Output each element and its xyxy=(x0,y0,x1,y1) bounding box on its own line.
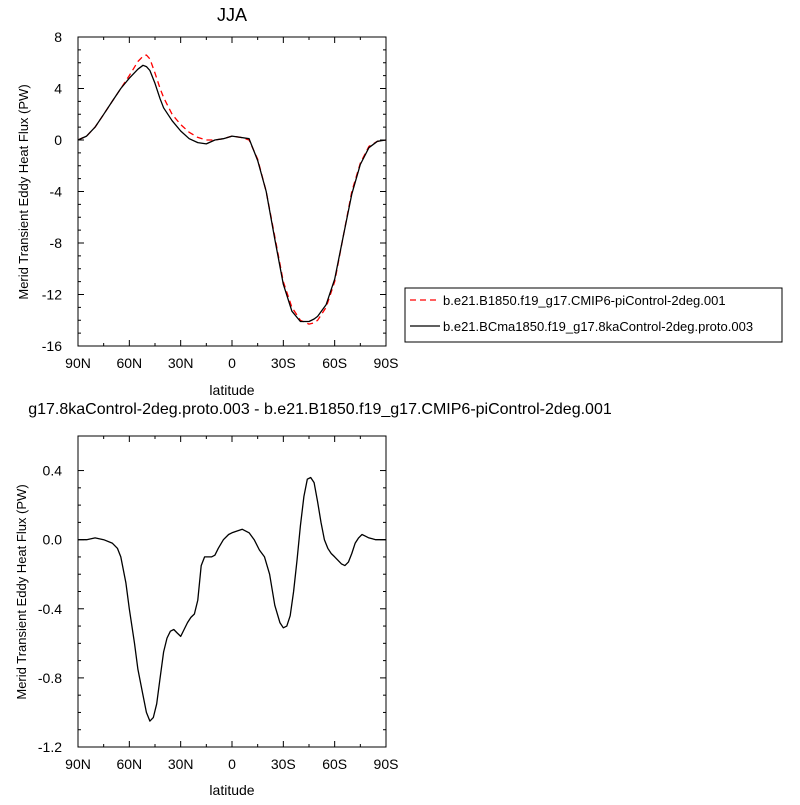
series-line-1 xyxy=(78,476,386,722)
legend-box xyxy=(404,287,783,343)
plot-frame xyxy=(77,435,387,748)
y-axis-label: Merid Transient Eddy Heat Flux (PW) xyxy=(14,484,29,699)
y-tick-label: -4 xyxy=(50,184,63,200)
y-tick-label: -1.2 xyxy=(38,739,62,755)
tick-group: 90N 60N 30N 0 30S 60S 90S 8 4 0 -4 -8 -12 -16 xyxy=(42,29,399,371)
x-tick-label: 60N xyxy=(116,756,142,772)
panel-top: JJA 90N 60N 30N 0 30S 60S 90S 8 4 0 -4 -8 -12 -16 lat… xyxy=(16,5,783,398)
y-axis-label: Merid Transient Eddy Heat Flux (PW) xyxy=(16,84,31,299)
y-tick-label: 8 xyxy=(54,29,62,45)
x-tick-label: 0 xyxy=(228,355,236,371)
x-tick-label: 30N xyxy=(168,756,194,772)
series-group xyxy=(77,54,387,325)
x-axis-label: latitude xyxy=(209,782,254,798)
x-tick-label: 90S xyxy=(374,355,399,371)
series-group xyxy=(78,476,386,722)
y-tick-label: -16 xyxy=(42,338,62,354)
chart-title: JJA xyxy=(217,5,247,25)
x-tick-label: 30S xyxy=(271,355,296,371)
panel-bottom: g17.8kaControl-2deg.proto.003 - b.e21.B1… xyxy=(14,401,612,798)
x-tick-label: 0 xyxy=(228,756,236,772)
x-axis-label: latitude xyxy=(209,382,254,398)
x-tick-label: 90N xyxy=(65,355,91,371)
y-tick-label: -0.8 xyxy=(38,670,62,686)
x-tick-label: 60S xyxy=(322,756,347,772)
y-tick-label: 0 xyxy=(54,132,62,148)
legend-entry-2: b.e21.BCma1850.f19_g17.8kaControl-2deg.p… xyxy=(443,319,753,334)
series-line-2 xyxy=(77,64,387,323)
y-tick-label: 4 xyxy=(54,81,62,97)
y-tick-label: 0.0 xyxy=(43,532,63,548)
series-line-1 xyxy=(77,54,387,325)
x-tick-label: 90S xyxy=(374,756,399,772)
x-tick-label: 30N xyxy=(168,355,194,371)
x-tick-label: 90N xyxy=(65,756,91,772)
y-tick-label: -0.4 xyxy=(38,601,62,617)
legend: b.e21.B1850.f19_g17.CMIP6-piControl-2deg… xyxy=(404,287,783,343)
x-tick-label: 60S xyxy=(322,355,347,371)
y-tick-label: 0.4 xyxy=(43,463,63,479)
y-tick-label: -8 xyxy=(50,235,63,251)
chart-title: g17.8kaControl-2deg.proto.003 - b.e21.B1… xyxy=(28,401,612,418)
legend-entry-1: b.e21.B1850.f19_g17.CMIP6-piControl-2deg… xyxy=(443,293,726,308)
x-tick-label: 30S xyxy=(271,756,296,772)
y-tick-label: -12 xyxy=(42,287,62,303)
x-tick-label: 60N xyxy=(116,355,142,371)
tick-group: 90N 60N 30N 0 30S 60S 90S 0.4 0.0 -0.4 -0.8 -1.2 xyxy=(38,436,399,772)
